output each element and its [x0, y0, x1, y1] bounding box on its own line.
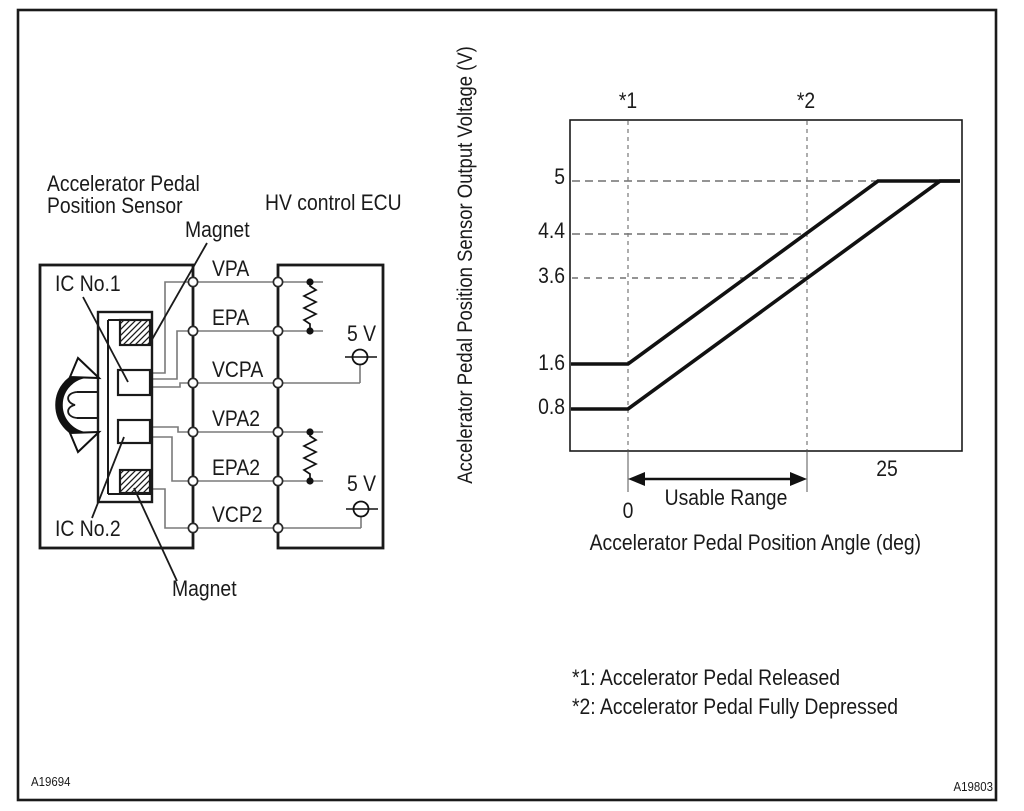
ecu-title: HV control ECU — [265, 190, 402, 215]
footnote-2: *2: Accelerator Pedal Fully Depressed — [572, 694, 899, 719]
magnet-bottom-box — [118, 468, 152, 495]
junction-dots — [306, 278, 314, 485]
ic2-box — [116, 418, 152, 445]
plot-frame — [569, 119, 963, 452]
figure-border — [16, 8, 998, 802]
sensor-shaft — [67, 391, 98, 419]
axis-extension-lines — [627, 451, 808, 492]
circuit-diagram — [38, 242, 385, 582]
magnet-top-box — [118, 318, 152, 347]
signal-label-vcp2: VCP2 — [212, 502, 263, 527]
footnote-1: *1: Accelerator Pedal Released — [572, 665, 840, 690]
x-tick-25: 25 — [876, 456, 898, 481]
marker-star2: *2 — [796, 88, 816, 113]
x-axis-title: Accelerator Pedal Position Angle (deg) — [589, 530, 922, 555]
y-tick-5: 5 — [554, 164, 565, 189]
ic1-label: IC No.1 — [55, 271, 121, 296]
voltage-curves — [571, 179, 960, 411]
h-gridlines — [572, 180, 876, 279]
signal-label-vcpa: VCPA — [212, 357, 264, 382]
sensor-box — [38, 263, 195, 550]
magnet-bottom-label: Magnet — [172, 576, 237, 601]
usable-range-arrow — [628, 472, 807, 486]
supply-label-1: 5 V — [347, 321, 377, 346]
pullup-resistors — [302, 282, 318, 481]
ic2-label: IC No.2 — [55, 516, 121, 541]
ecu-box — [276, 263, 385, 550]
upper-curve — [571, 179, 960, 366]
signal-label-epa: EPA — [212, 305, 250, 330]
signal-label-vpa2: VPA2 — [212, 406, 261, 431]
marker-star1: *1 — [618, 88, 638, 113]
x-tick-0: 0 — [622, 498, 634, 523]
signal-label-vpa: VPA — [212, 256, 250, 281]
lower-curve — [571, 179, 960, 411]
supply-label-2: 5 V — [347, 471, 377, 496]
output-voltage-chart — [569, 119, 963, 492]
signal-label-epa2: EPA2 — [212, 455, 261, 480]
sensor-wires — [150, 281, 362, 529]
sensor-title: Accelerator Pedal Position Sensor — [47, 171, 200, 218]
rotation-arrow-icon — [55, 356, 102, 454]
terminal-circles — [187, 276, 284, 534]
y-tick-1-6: 1.6 — [538, 350, 565, 375]
usable-range-label: Usable Range — [664, 485, 788, 510]
y-tick-4-4: 4.4 — [538, 218, 565, 243]
figure-code-right: A19803 — [953, 779, 993, 794]
v-gridlines — [627, 121, 808, 450]
magnet-top-label: Magnet — [185, 217, 250, 242]
y-tick-3-6: 3.6 — [538, 263, 565, 288]
y-tick-0-8: 0.8 — [538, 394, 565, 419]
voltage-source-icon — [345, 348, 378, 518]
y-axis-title: Accelerator Pedal Position Sensor Output… — [454, 46, 477, 484]
leader-lines — [82, 242, 208, 582]
figure-code-left: A19694 — [31, 774, 71, 789]
